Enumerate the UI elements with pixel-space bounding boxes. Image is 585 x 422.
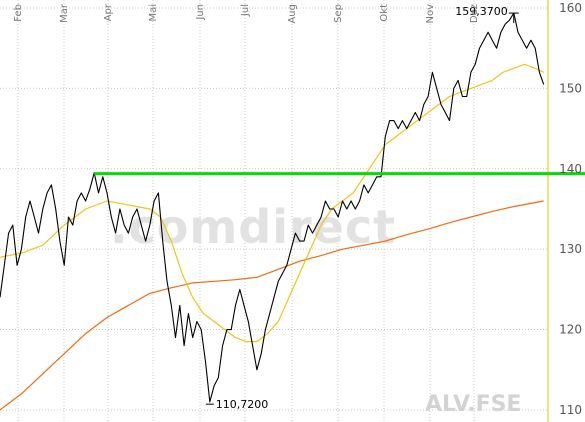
y-axis-labels: 110 120 130 140 150 160 <box>559 1 582 417</box>
series-layer <box>0 12 545 411</box>
month-label: Nov <box>425 4 436 24</box>
month-label: Aug <box>287 4 298 24</box>
month-labels: Feb Mar Apr Mai Jun Jul Aug Sep Okt Nov Dez <box>13 3 480 23</box>
watermark: .comdirect <box>110 200 396 254</box>
month-label: Jul <box>240 4 251 17</box>
y-tick-label: 150 <box>559 81 582 95</box>
low-label: 110,7200 <box>216 398 269 411</box>
price-line <box>0 12 545 403</box>
annotation-layer: 159,3700 110,7200 <box>205 5 519 411</box>
month-label: Mar <box>59 3 70 23</box>
y-tick-label: 120 <box>559 323 582 337</box>
y-tick-label: 160 <box>559 1 582 15</box>
month-label: Apr <box>103 3 114 21</box>
month-label: Sep <box>333 4 344 23</box>
high-label: 159,3700 <box>455 5 508 18</box>
month-label: Mai <box>148 4 159 22</box>
y-tick-label: 130 <box>559 242 582 256</box>
ticker-symbol: ALV.FSE <box>425 392 521 417</box>
long-average-line <box>0 200 544 411</box>
month-label: Jun <box>195 4 206 21</box>
month-label: Feb <box>13 4 24 22</box>
y-tick-label: 110 <box>559 403 582 417</box>
month-label: Okt <box>379 4 390 22</box>
y-tick-label: 140 <box>559 162 582 176</box>
month-label: Dez <box>469 4 480 23</box>
